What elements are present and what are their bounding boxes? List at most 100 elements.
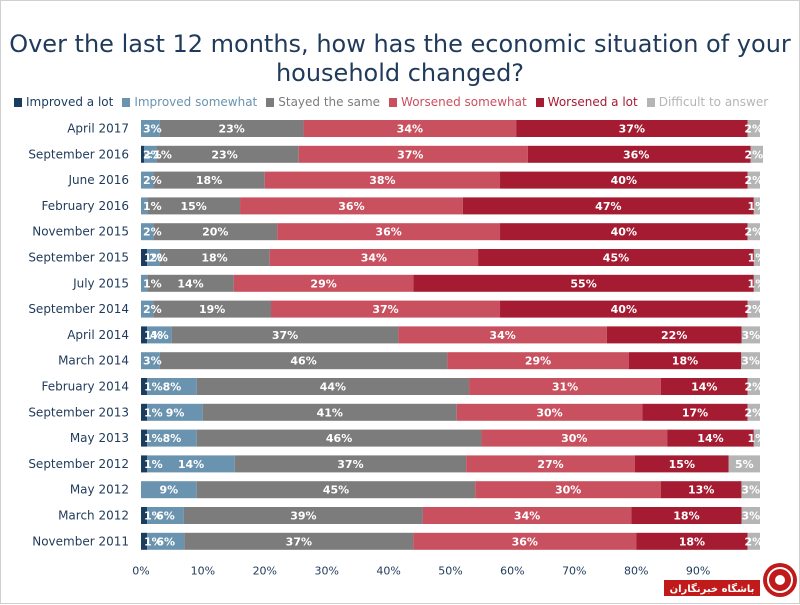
bar-segment [413, 532, 637, 550]
bar-segment [159, 352, 448, 370]
bar-segment [753, 274, 760, 292]
bar-segment [153, 171, 265, 189]
data-label: 2% [744, 123, 763, 136]
legend-entry: Stayed the same [266, 95, 380, 109]
data-label: 1% [748, 252, 767, 265]
bar-segment [516, 120, 748, 137]
legend-label: Worsened somewhat [401, 95, 527, 109]
bar-segment [481, 429, 668, 447]
bar-segment [156, 145, 299, 163]
bar-segment [500, 300, 748, 318]
data-label: 1% [144, 510, 163, 523]
x-tick-label: 30% [314, 565, 338, 578]
data-label: 1% [144, 406, 163, 419]
data-label: 1% [748, 432, 767, 445]
data-label: 1% [143, 277, 162, 290]
bar-segment [747, 120, 760, 137]
legend-entry: Difficult to answer [646, 95, 769, 109]
bar-segment [141, 326, 148, 344]
data-label: 34% [361, 252, 387, 265]
bar-segment [171, 326, 399, 344]
bar-segment [141, 145, 144, 163]
bar-segment [202, 403, 457, 421]
category-label: September 2014 [28, 302, 129, 316]
bar-segment [141, 429, 148, 447]
data-label: 3% [741, 510, 760, 523]
bar-segment [660, 378, 748, 395]
watermark-logo: باشگاه خبرنگاران [662, 560, 798, 600]
category-label: September 2012 [28, 457, 129, 471]
data-label: 29% [310, 277, 336, 290]
data-label: 1% [748, 277, 767, 290]
legend-entry: Worsened a lot [535, 95, 638, 109]
data-label: 14% [177, 277, 203, 290]
data-label: 9% [160, 484, 179, 497]
data-label: 37% [397, 148, 423, 161]
data-label: 2% [143, 148, 162, 161]
data-label: 9% [166, 406, 185, 419]
data-label: 14% [178, 458, 204, 471]
data-label: 2% [143, 303, 162, 316]
data-label: 40% [611, 174, 637, 187]
data-label: 36% [338, 200, 364, 213]
data-label: 45% [323, 484, 349, 497]
category-label: March 2014 [58, 354, 129, 368]
data-label: 1% [144, 329, 163, 342]
bar-segment [141, 507, 148, 524]
data-label: 2% [744, 303, 763, 316]
bar-segment [413, 274, 754, 292]
data-label: 1% [144, 535, 163, 548]
bar-segment [196, 429, 482, 447]
bar-segment [240, 197, 463, 215]
data-label: 34% [489, 329, 515, 342]
bar-segment [447, 352, 629, 370]
data-label: 23% [218, 123, 244, 136]
bar-segment [277, 223, 501, 241]
legend-swatch [535, 97, 544, 107]
bar-segment [153, 223, 278, 241]
bar-segment [141, 455, 148, 473]
bar-segment [141, 403, 148, 421]
bar-segment [741, 326, 760, 344]
bar-segment [196, 481, 476, 499]
data-label: 2% [744, 381, 763, 394]
bar-segment [631, 507, 742, 524]
bar-segment [747, 403, 760, 421]
data-label: 13% [688, 484, 714, 497]
bar-segment [147, 197, 241, 215]
data-label: 6% [156, 510, 175, 523]
x-tick-label: 90% [686, 565, 710, 578]
x-tick-label: 40% [376, 565, 400, 578]
bar-segment [141, 249, 148, 266]
data-label: 2% [149, 252, 168, 265]
bar-segment [728, 455, 760, 473]
category-label: May 2013 [70, 431, 129, 445]
data-label: 46% [326, 432, 352, 445]
bar-segment [141, 532, 148, 550]
data-label: 8% [163, 432, 182, 445]
data-label: 18% [672, 355, 698, 368]
data-label: 15% [669, 458, 695, 471]
data-label: 39% [290, 510, 316, 523]
legend-swatch [266, 97, 275, 107]
x-tick-label: 20% [253, 565, 277, 578]
bar-segment [147, 326, 172, 344]
legend-label: Difficult to answer [658, 95, 769, 109]
bar-segment [147, 274, 234, 292]
bar-segment [478, 249, 754, 266]
chart-title: Over the last 12 months, how has the eco… [0, 30, 800, 88]
legend-swatch [646, 97, 655, 107]
x-tick-label: 10% [191, 565, 215, 578]
data-label: 30% [536, 406, 562, 419]
bar-segment [747, 171, 760, 189]
data-label: 34% [397, 123, 423, 136]
data-label: 22% [661, 329, 687, 342]
x-tick-label: 80% [624, 565, 648, 578]
data-label: 2% [143, 226, 162, 239]
data-label: 3% [143, 355, 162, 368]
data-label: 18% [673, 510, 699, 523]
legend-swatch [14, 97, 22, 107]
data-label: 37% [372, 303, 398, 316]
bar-segment [153, 300, 271, 318]
bar-segment [147, 249, 160, 266]
